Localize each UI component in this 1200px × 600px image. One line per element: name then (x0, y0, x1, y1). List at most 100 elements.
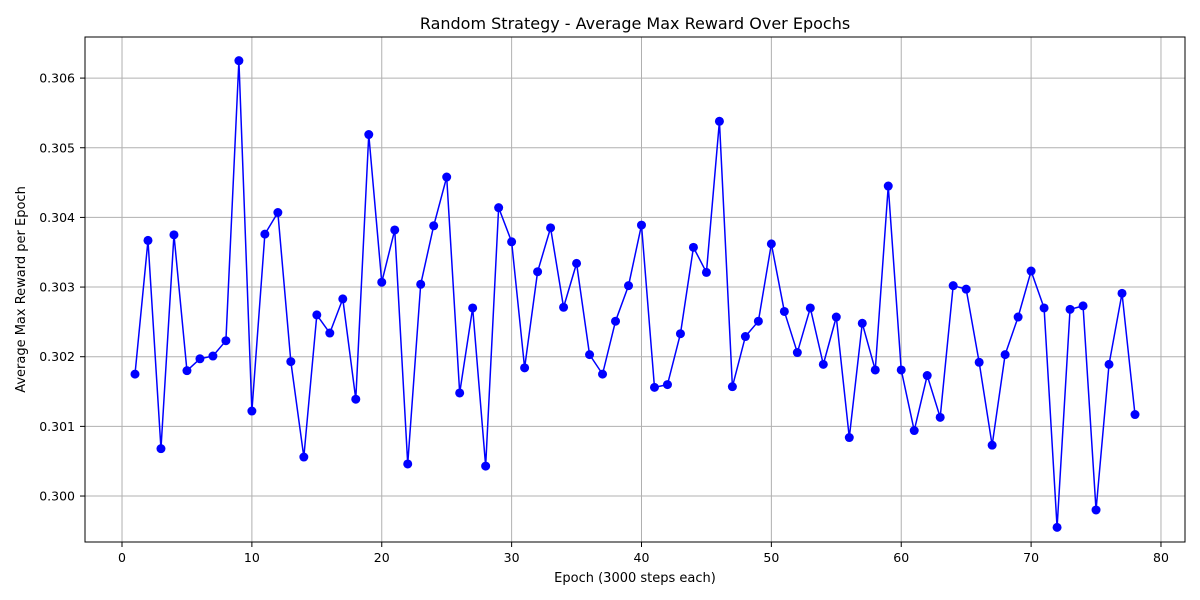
data-point (299, 452, 309, 462)
data-point (1039, 303, 1049, 313)
data-point (364, 130, 374, 140)
data-point (455, 388, 465, 398)
data-point (909, 426, 919, 436)
data-point (1091, 505, 1101, 515)
x-tick-label: 20 (374, 550, 390, 565)
data-point (883, 181, 893, 191)
data-point (922, 371, 932, 381)
data-point (1000, 350, 1010, 360)
axis-ticks: 0 10 20 30 40 50 60 70 80 0.300 0.301 0.302 0.303 0.3… (39, 71, 1169, 565)
data-point (714, 116, 724, 126)
data-point (338, 294, 348, 304)
data-point (740, 332, 750, 342)
x-tick-label: 40 (634, 550, 650, 565)
y-axis-label: Average Max Reward per Epoch (14, 186, 29, 393)
data-point (779, 306, 789, 316)
data-point (546, 223, 556, 233)
y-tick-label: 0.300 (39, 489, 75, 504)
data-point (805, 303, 815, 313)
grid (85, 37, 1185, 542)
y-tick-label: 0.301 (39, 419, 75, 434)
x-tick-label: 80 (1153, 550, 1169, 565)
data-point (507, 237, 517, 247)
y-tick-label: 0.303 (39, 280, 75, 295)
data-point (130, 369, 140, 379)
data-point (286, 357, 296, 367)
data-point (675, 329, 685, 339)
data-point (247, 406, 257, 416)
x-tick-label: 70 (1023, 550, 1039, 565)
data-point (325, 328, 335, 338)
x-tick-label: 30 (504, 550, 520, 565)
data-point (857, 318, 867, 328)
data-point (896, 365, 906, 375)
data-point (727, 382, 737, 392)
data-point (520, 363, 530, 373)
data-point (935, 412, 945, 422)
data-point (585, 350, 595, 360)
data-point (143, 235, 153, 245)
data-point (636, 220, 646, 230)
data-point (312, 310, 322, 320)
data-point (377, 277, 387, 287)
data-point (221, 336, 231, 346)
data-point (611, 316, 621, 326)
data-point (1013, 312, 1023, 322)
data-point (649, 382, 659, 392)
data-point (416, 279, 426, 289)
data-point (1065, 304, 1075, 314)
data-point (351, 394, 361, 404)
data-point (481, 461, 491, 471)
data-point (208, 351, 218, 361)
data-point (260, 229, 270, 239)
data-point (533, 267, 543, 277)
x-tick-label: 10 (244, 550, 260, 565)
data-point (1078, 301, 1088, 311)
x-tick-label: 0 (118, 550, 126, 565)
data-point (182, 366, 192, 376)
data-point (273, 208, 283, 218)
data-point (974, 357, 984, 367)
data-point (792, 348, 802, 358)
plot-frame (84, 36, 1186, 543)
data-point (1104, 359, 1114, 369)
data-point (234, 56, 244, 66)
data-point (987, 440, 997, 450)
data-point (961, 284, 971, 294)
x-tick-label: 60 (893, 550, 909, 565)
data-point (390, 225, 400, 235)
data-point (753, 316, 763, 326)
data-point (403, 459, 413, 469)
data-point (624, 281, 634, 291)
data-point (701, 267, 711, 277)
data-point (688, 242, 698, 252)
data-point (468, 303, 478, 313)
y-tick-label: 0.302 (39, 349, 75, 364)
data-point (1052, 522, 1062, 532)
chart-title: Random Strategy - Average Max Reward Ove… (420, 14, 850, 33)
data-point (818, 359, 828, 369)
data-point (948, 281, 958, 291)
data-point (598, 369, 608, 379)
data-point (429, 221, 439, 231)
data-point (156, 444, 166, 454)
series-line (134, 59, 1136, 529)
x-tick-label: 50 (763, 550, 779, 565)
data-point (831, 312, 841, 322)
data-point (766, 239, 776, 249)
data-point (1117, 288, 1127, 298)
data-point (844, 433, 854, 443)
data-point (169, 230, 179, 240)
series (130, 56, 1140, 532)
data-point (572, 258, 582, 268)
data-point (559, 302, 569, 312)
y-tick-label: 0.304 (39, 210, 75, 225)
y-tick-label: 0.305 (39, 140, 75, 155)
data-point (195, 354, 205, 364)
data-point (1026, 266, 1036, 276)
data-point (442, 172, 452, 182)
data-point (1130, 410, 1140, 420)
data-point (870, 365, 880, 375)
